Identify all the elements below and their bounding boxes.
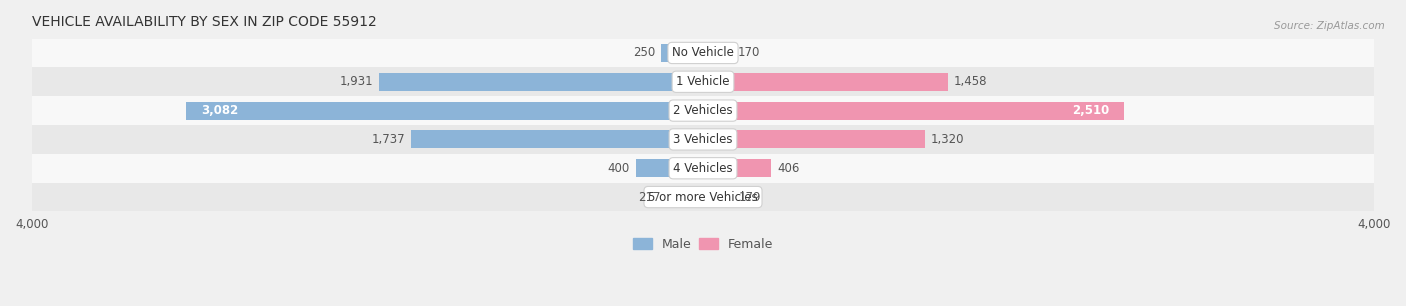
Text: 1,320: 1,320 [931,133,965,146]
Text: 170: 170 [737,47,759,59]
Text: 217: 217 [638,191,661,203]
Text: 3,082: 3,082 [201,104,238,117]
Text: 1,931: 1,931 [339,75,373,88]
Bar [666,188,703,206]
Text: No Vehicle: No Vehicle [672,47,734,59]
Bar [703,159,770,177]
Bar [32,39,1374,67]
Text: Source: ZipAtlas.com: Source: ZipAtlas.com [1274,21,1385,32]
Bar [32,96,1374,125]
Bar [32,67,1374,96]
Bar [703,130,925,148]
Text: 1,737: 1,737 [373,133,405,146]
Bar [636,159,703,177]
Bar [186,102,703,120]
Bar [703,188,733,206]
Bar [703,44,731,62]
Text: VEHICLE AVAILABILITY BY SEX IN ZIP CODE 55912: VEHICLE AVAILABILITY BY SEX IN ZIP CODE … [32,15,377,29]
Bar [703,102,1125,120]
Legend: Male, Female: Male, Female [628,233,778,256]
Text: 400: 400 [607,162,630,175]
Bar [32,154,1374,183]
Text: 406: 406 [778,162,800,175]
Text: 179: 179 [740,191,762,203]
Text: 2,510: 2,510 [1071,104,1109,117]
Bar [32,183,1374,211]
Text: 1 Vehicle: 1 Vehicle [676,75,730,88]
Text: 250: 250 [633,47,655,59]
Bar [380,73,703,91]
Bar [32,125,1374,154]
Text: 2 Vehicles: 2 Vehicles [673,104,733,117]
Text: 4 Vehicles: 4 Vehicles [673,162,733,175]
Text: 3 Vehicles: 3 Vehicles [673,133,733,146]
Bar [703,73,948,91]
Bar [661,44,703,62]
Text: 5 or more Vehicles: 5 or more Vehicles [648,191,758,203]
Text: 1,458: 1,458 [953,75,987,88]
Bar [412,130,703,148]
